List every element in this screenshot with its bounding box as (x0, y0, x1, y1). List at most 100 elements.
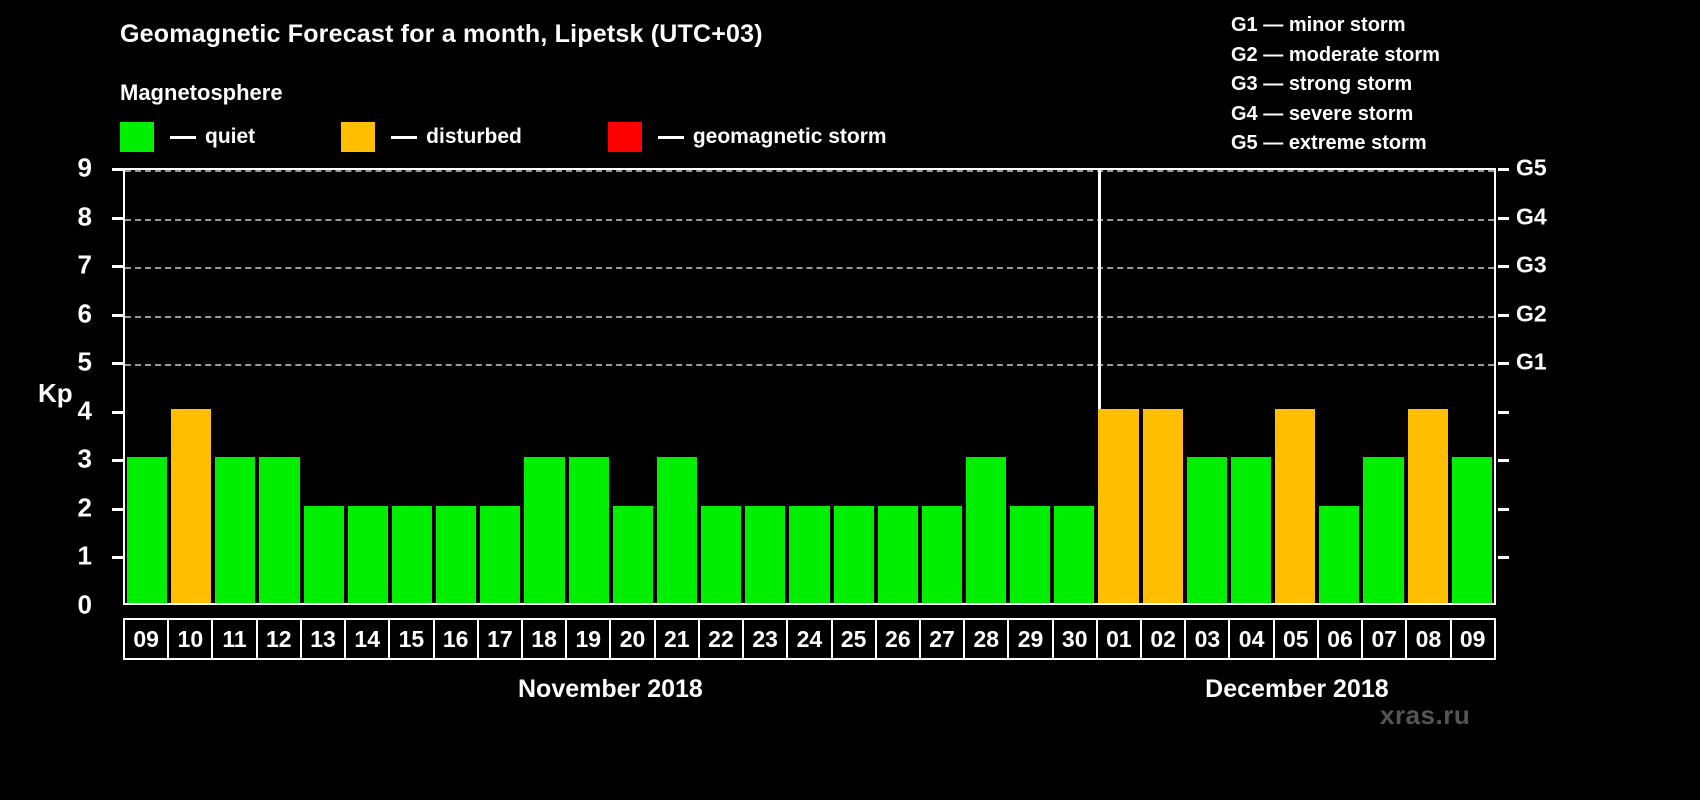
day-label[interactable]: 09 (125, 620, 170, 658)
bar-cell[interactable] (478, 170, 522, 603)
bar[interactable] (1186, 457, 1227, 603)
bar-cell[interactable] (346, 170, 390, 603)
day-label[interactable]: 19 (567, 620, 612, 658)
day-label[interactable]: 24 (788, 620, 833, 658)
bar[interactable] (1319, 505, 1360, 603)
bar-cell[interactable] (743, 170, 787, 603)
bar[interactable] (1275, 408, 1316, 603)
bar[interactable] (1054, 505, 1095, 603)
bar[interactable] (656, 457, 698, 603)
bar[interactable] (436, 505, 477, 603)
bar-cell[interactable] (1141, 170, 1185, 603)
day-label[interactable]: 25 (832, 620, 877, 658)
day-label[interactable]: 23 (744, 620, 789, 658)
bar-cell[interactable] (1361, 170, 1405, 603)
bar-cell[interactable] (1317, 170, 1361, 603)
bar[interactable] (259, 457, 300, 603)
bar-cell[interactable] (655, 170, 699, 603)
bar[interactable] (127, 457, 168, 603)
day-label[interactable]: 08 (1407, 620, 1452, 658)
day-label[interactable]: 07 (1363, 620, 1408, 658)
bar-cell[interactable] (1008, 170, 1052, 603)
bar-cell[interactable] (213, 170, 257, 603)
bar[interactable] (701, 505, 742, 603)
day-label[interactable]: 20 (611, 620, 656, 658)
bar-cell[interactable] (1450, 170, 1494, 603)
bar[interactable] (524, 457, 565, 603)
bar-cell[interactable] (567, 170, 611, 603)
day-label[interactable]: 29 (1009, 620, 1054, 658)
bar[interactable] (921, 505, 962, 603)
bar[interactable] (391, 505, 433, 603)
day-label[interactable]: 16 (434, 620, 479, 658)
bar[interactable] (1407, 408, 1448, 603)
bar[interactable] (568, 457, 609, 603)
bar[interactable] (1363, 457, 1404, 603)
bar-cell[interactable] (1096, 170, 1140, 603)
bar[interactable] (1142, 408, 1183, 603)
bar[interactable] (877, 505, 918, 603)
bar[interactable] (171, 408, 212, 603)
bar[interactable] (303, 505, 344, 603)
bar-cell[interactable] (787, 170, 831, 603)
day-label[interactable]: 10 (169, 620, 214, 658)
day-label[interactable]: 14 (346, 620, 391, 658)
bar-cell[interactable] (611, 170, 655, 603)
g-scale-dash-icon: — (1257, 43, 1289, 66)
day-label[interactable]: 03 (1186, 620, 1231, 658)
day-label[interactable]: 21 (655, 620, 700, 658)
bar[interactable] (965, 457, 1007, 603)
day-label[interactable]: 06 (1318, 620, 1364, 658)
bar[interactable] (1451, 457, 1492, 603)
day-label[interactable]: 17 (478, 620, 523, 658)
y-tick-mark (112, 216, 123, 220)
bar-cell[interactable] (920, 170, 964, 603)
bar[interactable] (789, 505, 830, 603)
bar[interactable] (1010, 505, 1051, 603)
bar[interactable] (215, 457, 256, 603)
bar[interactable] (1230, 457, 1272, 603)
legend-item-label: geomagnetic storm (692, 125, 887, 148)
day-label[interactable]: 11 (213, 620, 258, 658)
day-label[interactable]: 13 (301, 620, 347, 658)
bar-cell[interactable] (876, 170, 920, 603)
bar[interactable] (833, 505, 874, 603)
bar-cell[interactable] (125, 170, 169, 603)
day-label[interactable]: 12 (257, 620, 302, 658)
g-scale-code: G5 (1231, 132, 1258, 154)
day-label[interactable]: 02 (1142, 620, 1187, 658)
bar-cell[interactable] (1273, 170, 1317, 603)
day-label[interactable]: 30 (1053, 620, 1098, 658)
bar-cell[interactable] (964, 170, 1008, 603)
day-label[interactable]: 22 (699, 620, 745, 658)
day-label[interactable]: 27 (920, 620, 966, 658)
bar-cell[interactable] (1052, 170, 1096, 603)
bar-cell[interactable] (169, 170, 213, 603)
bar-cell[interactable] (699, 170, 743, 603)
bar[interactable] (347, 505, 388, 603)
day-label[interactable]: 09 (1451, 620, 1494, 658)
g-scale-row-g5: G5 — extreme storm (1231, 129, 1440, 159)
day-label[interactable]: 15 (390, 620, 435, 658)
bar[interactable] (612, 505, 653, 603)
bar[interactable] (745, 505, 786, 603)
bar-cell[interactable] (302, 170, 346, 603)
day-label[interactable]: 26 (876, 620, 921, 658)
bar-cell[interactable] (1406, 170, 1450, 603)
bar-cell[interactable] (434, 170, 478, 603)
bar-cell[interactable] (390, 170, 434, 603)
legend-dash-icon (391, 135, 418, 139)
bar[interactable] (1098, 408, 1139, 603)
bar-cell[interactable] (1229, 170, 1273, 603)
day-label[interactable]: 18 (522, 620, 568, 658)
bar-cell[interactable] (1185, 170, 1229, 603)
bar-cell[interactable] (257, 170, 301, 603)
day-label[interactable]: 04 (1230, 620, 1275, 658)
day-label[interactable]: 28 (965, 620, 1010, 658)
bar-cell[interactable] (522, 170, 566, 603)
bar-cell[interactable] (832, 170, 876, 603)
day-label[interactable]: 01 (1097, 620, 1143, 658)
bar[interactable] (480, 505, 521, 603)
day-label[interactable]: 05 (1274, 620, 1319, 658)
y-tick-mark (112, 410, 123, 414)
